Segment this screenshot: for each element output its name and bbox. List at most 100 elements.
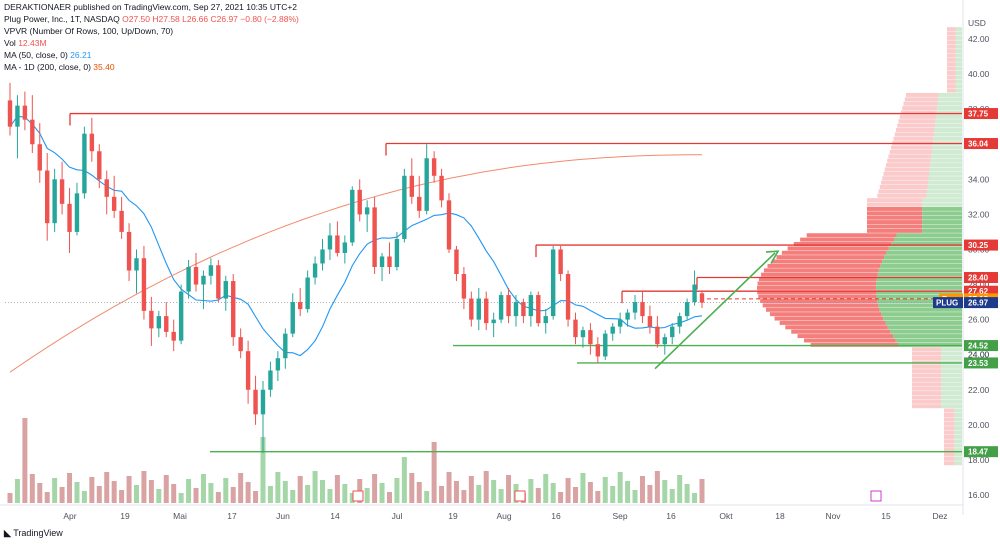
candlesticks xyxy=(7,82,705,453)
volume-bar xyxy=(662,480,668,503)
volume-profile-row-up xyxy=(876,277,962,282)
price-tag-bg xyxy=(964,446,998,458)
volume-profile-row-up xyxy=(933,136,962,141)
volume-profile-row-up xyxy=(955,44,962,49)
candle-body xyxy=(640,302,645,317)
volume-bar xyxy=(476,485,482,503)
candle-body xyxy=(424,158,429,211)
volume-legend[interactable]: Vol 12.43M xyxy=(4,38,47,48)
vpvr-legend[interactable]: VPVR (Number Of Rows, 100, Up/Down, 70) xyxy=(4,26,174,36)
volume-profile-row-down xyxy=(912,404,941,409)
volume-profile-row-down xyxy=(867,206,923,211)
candle-body xyxy=(498,295,504,320)
candle-body xyxy=(655,326,660,345)
volume-profile-row-up xyxy=(898,342,962,347)
candle-body xyxy=(7,100,13,127)
volume-profile-row-up xyxy=(886,250,962,255)
candle-body xyxy=(97,151,102,180)
candle-body xyxy=(342,242,348,253)
candle-body xyxy=(260,389,266,415)
volume-bar xyxy=(617,472,623,503)
volume-profile-row-down xyxy=(944,443,955,448)
price-tag-label: 18.47 xyxy=(968,448,989,457)
volume-bar xyxy=(14,479,20,503)
volume-profile-row-down xyxy=(912,395,941,400)
volume-bar xyxy=(386,492,392,503)
volume-profile-row-up xyxy=(941,373,962,378)
volume-profile-row-up xyxy=(954,417,962,422)
volume-bar xyxy=(297,476,303,503)
volume-profile-row-down xyxy=(800,237,895,242)
volume-profile-row-up xyxy=(926,193,962,198)
volume-bar xyxy=(543,474,549,503)
candle-body xyxy=(372,207,377,267)
volume-profile-row-up xyxy=(929,171,962,176)
volume-profile-row-up xyxy=(877,272,962,277)
tradingview-icon: ◣ xyxy=(4,528,11,538)
candle-body xyxy=(431,158,437,176)
x-tick-label: 19 xyxy=(448,511,458,521)
volume-profile-row-up xyxy=(941,377,962,382)
y-tick-label: 40.00 xyxy=(968,69,990,79)
trend-arrow-head xyxy=(765,250,780,264)
volume-profile-row-down xyxy=(757,285,876,290)
volume-bar xyxy=(558,492,564,503)
volume-bar xyxy=(253,491,259,503)
candle-body xyxy=(238,337,243,352)
volume-profile-row-up xyxy=(890,329,962,334)
volume-profile-row-down xyxy=(947,44,956,49)
x-tick-label: 15 xyxy=(881,511,891,521)
volume-profile-row-up xyxy=(879,307,962,312)
price-tag-label: 24.00 xyxy=(968,350,990,360)
volume-profile-row-down xyxy=(947,71,956,75)
volume-profile-row-down xyxy=(947,53,956,58)
ma200-legend[interactable]: MA - 1D (200, close, 0) 35.40 xyxy=(4,62,115,72)
volume-profile-row-up xyxy=(936,106,962,111)
volume-bar xyxy=(111,481,117,503)
candle-body xyxy=(52,179,57,224)
tradingview-logo[interactable]: ◣ TradingView xyxy=(4,528,63,538)
volume-profile-row-up xyxy=(954,434,962,439)
volume-profile-row-down xyxy=(879,185,928,189)
volume-profile-row-up xyxy=(938,92,962,97)
volume-profile-row-up xyxy=(954,408,962,413)
volume-profile-row-down xyxy=(882,176,929,181)
volume-bar xyxy=(238,473,244,503)
candle-body xyxy=(37,144,42,171)
candle-body xyxy=(580,330,586,338)
volume-bar xyxy=(305,485,311,503)
y-tick-label: 20.00 xyxy=(968,420,990,430)
volume-bar xyxy=(282,481,288,503)
volume-profile-row-up xyxy=(927,185,962,189)
volume-profile-row-up xyxy=(928,176,962,181)
y-tick-label: 42.00 xyxy=(968,34,990,44)
volume-profile-row-up xyxy=(955,79,962,84)
candle-body xyxy=(305,277,310,310)
volume-profile-row-down xyxy=(912,347,941,352)
volume-bar xyxy=(580,473,586,503)
candle-body xyxy=(543,316,548,324)
candle-body xyxy=(149,310,154,329)
volume-bar xyxy=(104,472,110,503)
volume-bar xyxy=(394,478,400,503)
volume-profile-row-down xyxy=(912,351,941,356)
candle-body xyxy=(528,295,534,317)
symbol-line: Plug Power, Inc., 1T, NASDAQ O27.50 H27.… xyxy=(4,14,299,24)
candle-body xyxy=(625,312,630,320)
ma50-legend[interactable]: MA (50, close, 0) 26.21 xyxy=(4,50,92,60)
candle-body xyxy=(126,231,132,271)
volume-profile-row-up xyxy=(927,180,962,185)
volume-profile-row-up xyxy=(930,158,962,163)
volume-bar xyxy=(528,479,534,503)
volume-profile-row-up xyxy=(955,40,962,45)
candle-body xyxy=(692,284,697,303)
price-axis: USD 16.00 18.00 20.00 22.00 24.00 26.00 28.00 30… xyxy=(962,0,990,515)
volume-profile-row-up xyxy=(955,57,962,62)
volume-profile-row-up xyxy=(922,224,962,229)
volume-profile-row-up xyxy=(876,290,962,295)
volume-profile-row-down xyxy=(761,272,878,277)
candle-body xyxy=(595,344,601,357)
volume-bar xyxy=(163,475,169,503)
volume-profile-row-down xyxy=(888,154,932,159)
